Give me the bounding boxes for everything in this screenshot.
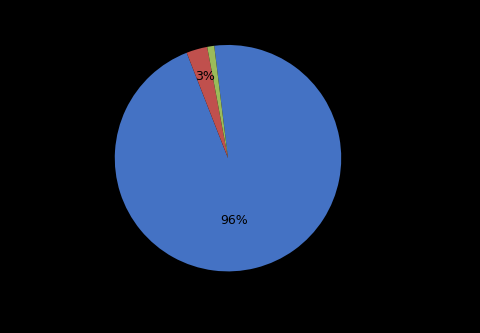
Text: 3%: 3% — [195, 70, 215, 83]
Wedge shape — [187, 47, 228, 158]
Wedge shape — [207, 46, 228, 158]
Text: 96%: 96% — [220, 214, 248, 227]
Wedge shape — [115, 45, 341, 271]
